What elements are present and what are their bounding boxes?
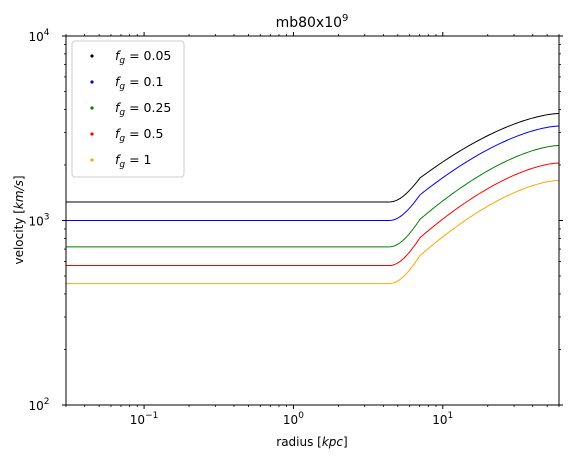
x-tick-label: 100 <box>283 411 304 427</box>
legend: fg = 0.05 fg = 0.1 fg = 0.25 fg = 0.5 fg = 1 <box>71 40 185 178</box>
y-tick-label: 104 <box>28 28 49 44</box>
y-tick-label: 102 <box>28 397 49 413</box>
legend-label-1: fg = 0.1 <box>115 74 163 92</box>
series-line-2 <box>66 144 559 248</box>
chart-title: mb80x109 <box>276 13 349 31</box>
x-axis-label: radius [kpc] <box>276 435 347 449</box>
y-axis-label: velocity [km/s] <box>12 175 26 264</box>
legend-marker-4 <box>90 158 94 162</box>
y-tick-label: 103 <box>28 213 49 229</box>
legend-box <box>71 40 185 178</box>
legend-label-2: fg = 0.25 <box>115 100 171 118</box>
legend-label-3: fg = 0.5 <box>115 126 163 144</box>
x-tick-label: 10−1 <box>130 411 159 427</box>
legend-marker-2 <box>90 106 94 110</box>
legend-marker-1 <box>90 80 94 84</box>
legend-label-4: fg = 1 <box>115 152 152 170</box>
series-line-1 <box>66 125 559 221</box>
series-line-4 <box>66 179 559 285</box>
legend-marker-0 <box>90 54 94 58</box>
legend-label-0: fg = 0.05 <box>115 48 171 66</box>
series-line-0 <box>66 113 559 203</box>
legend-marker-3 <box>90 132 94 136</box>
x-tick-label: 101 <box>432 411 453 427</box>
series-line-3 <box>66 162 559 267</box>
